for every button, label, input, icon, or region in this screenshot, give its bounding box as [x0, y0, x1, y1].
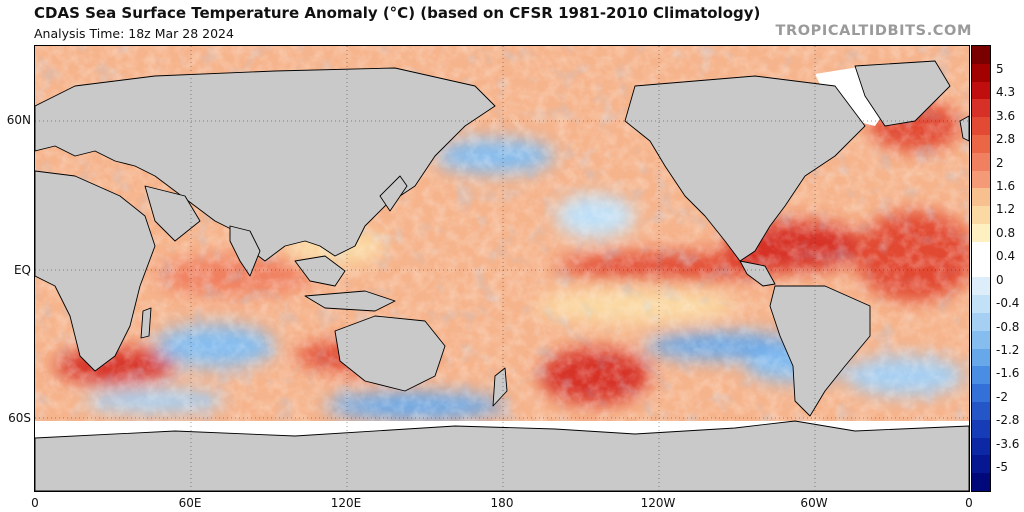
colorbar-swatch — [972, 419, 990, 439]
colorbar-swatch — [972, 188, 990, 207]
colorbar-swatch — [972, 402, 990, 421]
colorbar-tick-label: 0 — [996, 272, 1004, 287]
colorbar-tick-label: -1.2 — [996, 342, 1020, 357]
colorbar — [971, 45, 991, 492]
indonesia — [304, 290, 396, 312]
colorbar-tick-label: -0.8 — [996, 319, 1020, 334]
longitude-label-60w: 60W — [800, 496, 828, 510]
africa — [35, 170, 156, 372]
longitude-label-120w: 120W — [640, 496, 676, 510]
colorbar-swatch — [972, 63, 990, 83]
colorbar-tick-label: 1.6 — [996, 179, 1016, 194]
colorbar-swatch — [972, 241, 990, 261]
colorbar-tick-label: -2 — [996, 389, 1008, 404]
india — [229, 225, 261, 277]
south-america — [769, 285, 871, 417]
colorbar-swatch — [972, 313, 990, 332]
analysis-time: Analysis Time: 18z Mar 28 2024 — [34, 26, 234, 41]
colorbar-tick-label: 3.6 — [996, 108, 1016, 123]
australia — [334, 315, 446, 392]
colorbar-tick-label: 4.3 — [996, 85, 1016, 100]
central-america — [739, 260, 776, 287]
colorbar-tick-label: 5 — [996, 62, 1004, 76]
british-isles — [959, 115, 969, 142]
colorbar-tick-label: -5 — [996, 460, 1008, 474]
colorbar-swatch — [972, 259, 990, 278]
colorbar-swatch — [972, 46, 990, 65]
colorbar-swatch — [972, 81, 990, 100]
colorbar-tick-label: -1.6 — [996, 366, 1020, 381]
colorbar-swatch — [972, 277, 990, 296]
colorbar-swatch — [972, 206, 990, 225]
colorbar-swatch — [972, 224, 990, 243]
colorbar-swatch — [972, 135, 990, 154]
madagascar — [140, 307, 152, 339]
eurasia — [35, 67, 496, 262]
new-zealand — [492, 367, 508, 407]
colorbar-swatch — [972, 117, 990, 136]
sst-anomaly-map — [34, 45, 970, 492]
colorbar-swatch — [972, 330, 990, 350]
map-canvas — [35, 46, 969, 491]
longitude-label-60e: 60E — [178, 496, 202, 510]
colorbar-tick-label: -3.6 — [996, 436, 1020, 451]
japan — [379, 175, 408, 212]
arabia — [144, 185, 201, 242]
colorbar-swatch — [972, 455, 990, 474]
antarctica — [35, 420, 969, 491]
brand-watermark: TROPICALTIDBITS.COM — [775, 23, 972, 39]
latitude-label-60s: 60S — [8, 411, 31, 425]
colorbar-tick-label: 2.8 — [996, 132, 1016, 147]
colorbar-swatch — [972, 473, 990, 491]
colorbar-tick-label: 2 — [996, 155, 1004, 170]
colorbar-tick-label: 1.2 — [996, 202, 1016, 217]
colorbar-swatch — [972, 152, 990, 172]
southeast-asia — [294, 255, 346, 287]
colorbar-swatch — [972, 366, 990, 385]
colorbar-tick-label: 0.4 — [996, 249, 1016, 264]
colorbar-swatch — [972, 99, 990, 118]
map-title: CDAS Sea Surface Temperature Anomaly (°C… — [34, 4, 761, 22]
colorbar-tick-label: -2.8 — [996, 413, 1020, 428]
latitude-label-equator: EQ — [13, 263, 31, 277]
colorbar-swatch — [972, 348, 990, 367]
latitude-label-60n: 60N — [6, 113, 31, 127]
colorbar-swatch — [972, 170, 990, 189]
longitude-label-120e: 120E — [330, 496, 362, 510]
north-america — [624, 75, 866, 262]
colorbar-swatch — [972, 384, 990, 403]
colorbar-swatch — [972, 295, 990, 314]
longitude-label-0: 0 — [31, 496, 39, 510]
landmasses — [35, 60, 969, 491]
longitude-label-180: 180 — [490, 496, 514, 510]
colorbar-swatch — [972, 437, 990, 456]
colorbar-tick-label: -0.4 — [996, 296, 1020, 311]
longitude-label-0-east: 0 — [965, 496, 973, 510]
colorbar-tick-label: 0.8 — [996, 225, 1016, 240]
